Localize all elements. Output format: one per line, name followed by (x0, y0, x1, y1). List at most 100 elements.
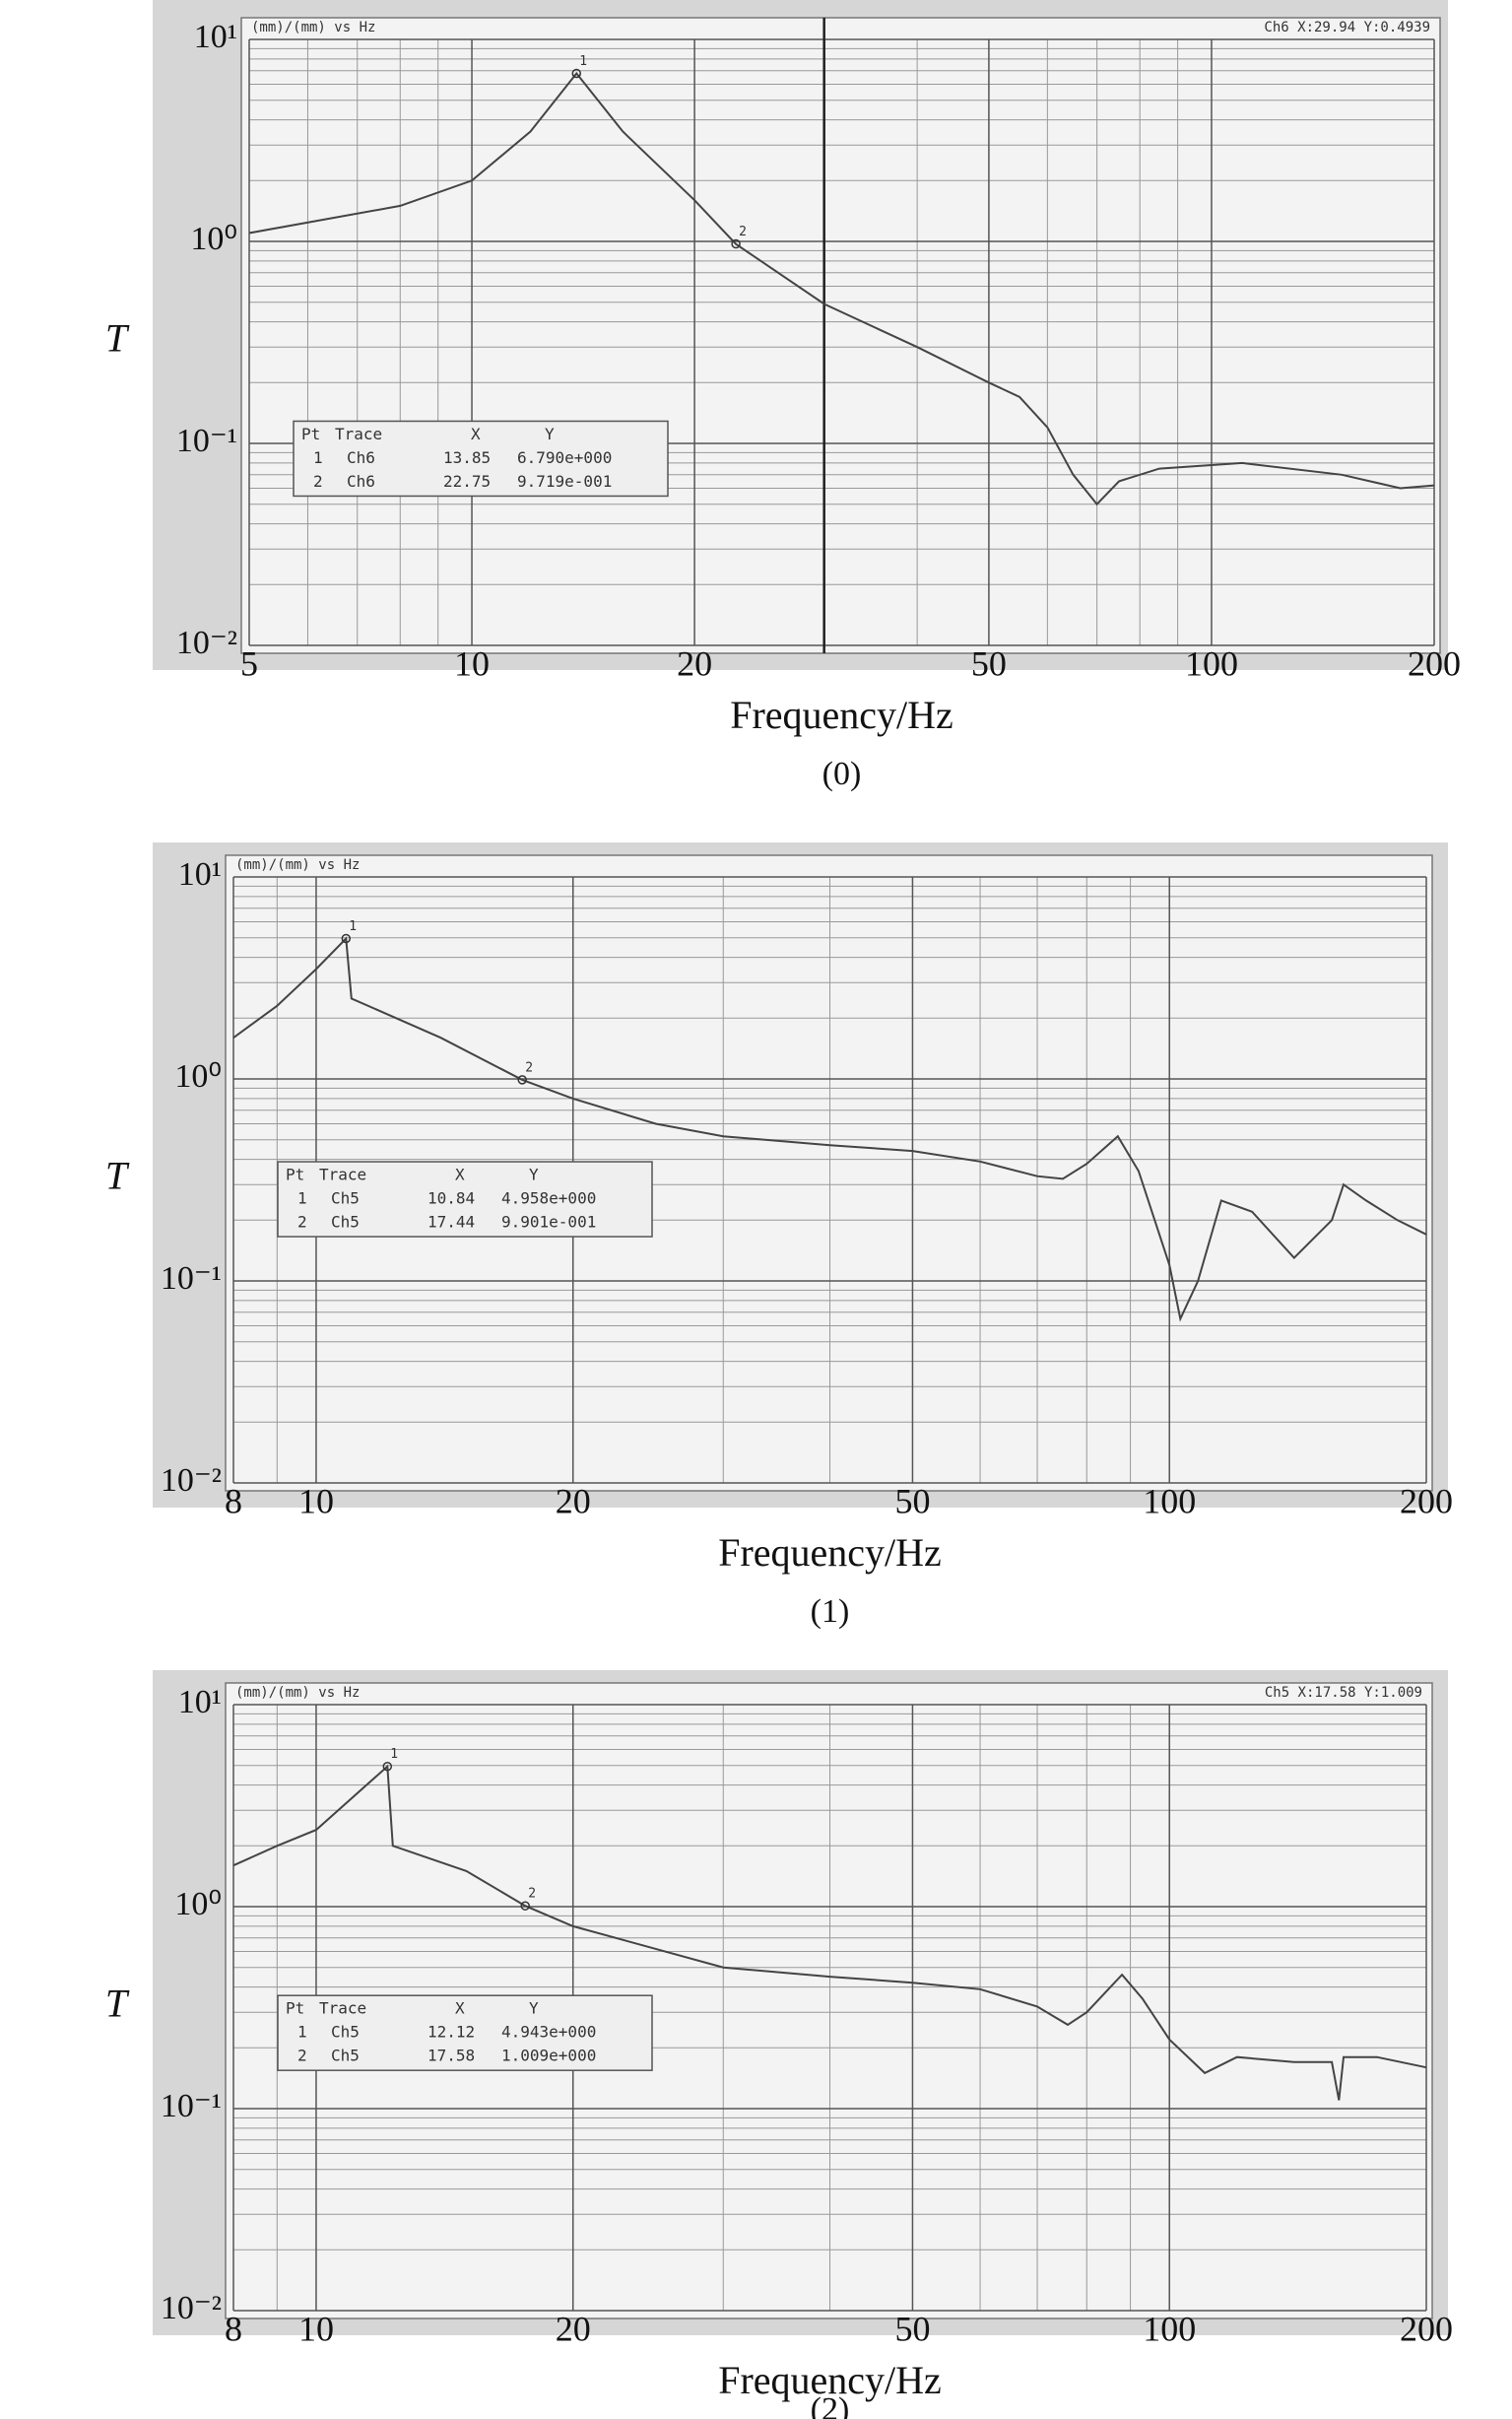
table-cell: 1 (297, 2023, 307, 2042)
table-cell: 4.943e+000 (501, 2023, 596, 2042)
data-line (232, 936, 1427, 1322)
table-header: X (455, 1166, 465, 1184)
y-tick-label: 10⁻² (176, 625, 237, 661)
marker (382, 1761, 393, 1772)
table-cell: Ch5 (331, 2047, 360, 2065)
x-tick-label: 10 (298, 2309, 334, 2348)
table-cell: 2 (297, 1213, 307, 1232)
table-cell: 1 (313, 448, 323, 467)
x-axis-label: Frequency/Hz (718, 1530, 942, 1575)
caption: (2) (811, 2391, 850, 2419)
table-cell: 10.84 (427, 1189, 475, 1208)
data-line (248, 71, 1435, 506)
table-cell: 9.719e-001 (517, 472, 612, 491)
y-tick-label: 10⁻² (161, 2290, 222, 2326)
table-cell: Ch6 (347, 472, 375, 491)
marker-table (293, 420, 669, 498)
table-cell: Ch5 (331, 1213, 360, 1232)
y-tick-label: 10¹ (178, 1684, 222, 1720)
x-tick-label: 100 (1143, 1481, 1196, 1520)
table-header: Pt (301, 425, 320, 443)
table-header: Y (545, 425, 555, 443)
table-header: Y (529, 1999, 539, 2018)
marker (731, 238, 741, 249)
table-cell: 1 (297, 1189, 307, 1208)
table-header: Y (529, 1166, 539, 1184)
y-axis-label: T (105, 316, 130, 361)
caption: (0) (822, 756, 862, 792)
marker (341, 933, 352, 944)
x-tick-label: 5 (240, 643, 258, 683)
data-line (232, 1764, 1427, 2101)
x-tick-label: 50 (894, 2309, 930, 2348)
grid (248, 38, 1435, 646)
table-cell: 4.958e+000 (501, 1189, 596, 1208)
screen-title: (mm)/(mm) vs Hz (235, 857, 360, 873)
x-tick-label: 200 (1400, 2309, 1453, 2348)
x-tick-label: 10 (454, 643, 490, 683)
plot-area (240, 17, 1441, 654)
marker-label: 1 (579, 54, 587, 69)
marker-label: 1 (390, 1747, 398, 1762)
table-header: Trace (319, 1166, 366, 1184)
readout: Ch5 X:17.58 Y:1.009 (1265, 1685, 1422, 1701)
y-tick-label: 10⁰ (174, 1058, 222, 1095)
table-cell: 9.901e-001 (501, 1213, 596, 1232)
table-header: X (471, 425, 481, 443)
marker-table (277, 1161, 653, 1238)
x-axis-label: Frequency/Hz (730, 693, 953, 737)
x-tick-label: 200 (1400, 1481, 1453, 1520)
y-tick-label: 10⁻¹ (176, 423, 237, 459)
y-tick-label: 10⁻¹ (161, 2088, 222, 2124)
caption: (1) (811, 1593, 850, 1630)
table-header: Trace (335, 425, 382, 443)
y-tick-label: 10¹ (178, 856, 222, 893)
table-header: Pt (286, 1999, 304, 2018)
table-cell: Ch6 (347, 448, 375, 467)
marker-label: 2 (739, 225, 747, 239)
marker (571, 68, 582, 79)
x-tick-label: 20 (677, 643, 712, 683)
marker-table (277, 1994, 653, 2071)
x-tick-label: 50 (894, 1481, 930, 1520)
y-axis-label: T (105, 1154, 130, 1198)
y-tick-label: 10⁰ (174, 1886, 222, 1922)
x-tick-label: 100 (1143, 2309, 1196, 2348)
x-tick-label: 100 (1185, 643, 1238, 683)
x-tick-label: 8 (225, 2309, 242, 2348)
table-header: Pt (286, 1166, 304, 1184)
table-cell: Ch5 (331, 2023, 360, 2042)
x-tick-label: 20 (556, 2309, 591, 2348)
marker (517, 1075, 527, 1085)
table-cell: 17.58 (427, 2047, 475, 2065)
table-cell: 2 (297, 2047, 307, 2065)
table-header: Trace (319, 1999, 366, 2018)
y-tick-label: 10⁰ (190, 221, 237, 257)
x-tick-label: 20 (556, 1481, 591, 1520)
x-axis-label: Frequency/Hz (718, 2358, 942, 2402)
table-cell: 12.12 (427, 2023, 475, 2042)
screen-title: (mm)/(mm) vs Hz (251, 20, 375, 35)
screen-title: (mm)/(mm) vs Hz (235, 1685, 360, 1701)
marker-label: 2 (525, 1060, 533, 1075)
table-cell: 6.790e+000 (517, 448, 612, 467)
x-tick-label: 10 (298, 1481, 334, 1520)
marker-label: 1 (349, 919, 357, 934)
marker-label: 2 (528, 1887, 536, 1902)
table-cell: 2 (313, 472, 323, 491)
readout: Ch6 X:29.94 Y:0.4939 (1264, 20, 1430, 35)
y-axis-label: T (105, 1982, 130, 2026)
x-tick-label: 50 (971, 643, 1007, 683)
table-cell: 22.75 (443, 472, 491, 491)
y-tick-label: 10¹ (194, 19, 237, 55)
marker (520, 1901, 530, 1911)
table-cell: 1.009e+000 (501, 2047, 596, 2065)
x-tick-label: 200 (1408, 643, 1461, 683)
table-header: X (455, 1999, 465, 2018)
y-tick-label: 10⁻² (161, 1462, 222, 1499)
table-cell: 17.44 (427, 1213, 475, 1232)
x-tick-label: 8 (225, 1481, 242, 1520)
y-tick-label: 10⁻¹ (161, 1260, 222, 1297)
